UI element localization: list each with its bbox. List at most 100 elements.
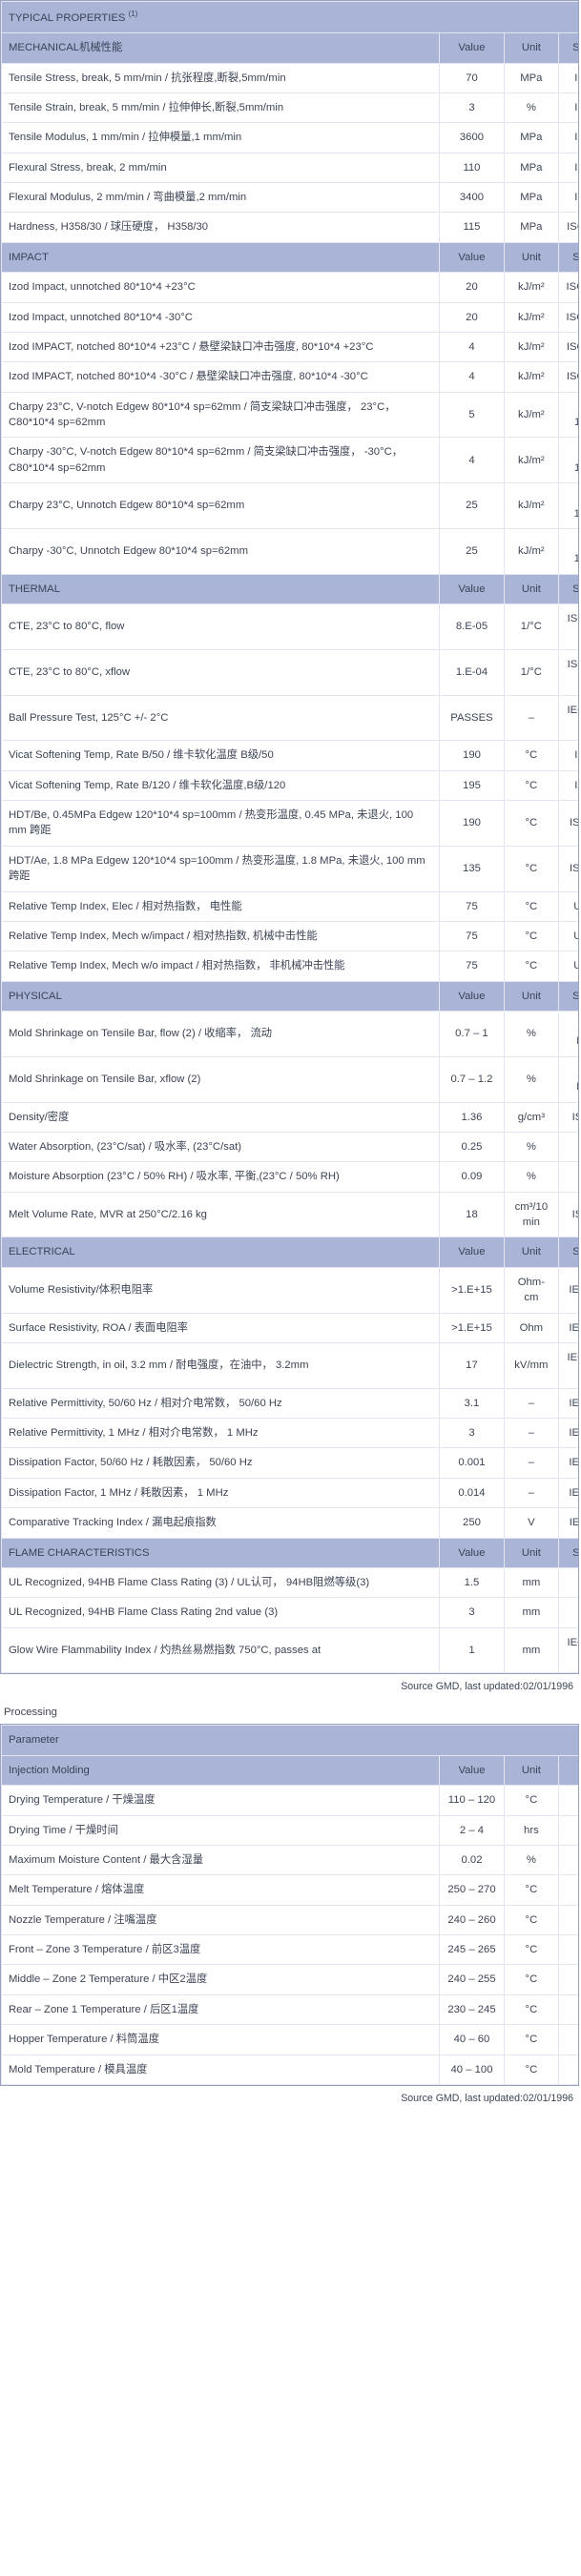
table-row: Relative Temp Index, Mech w/impact / 相对热… bbox=[1, 920, 578, 952]
column-header-unit: Unit bbox=[503, 32, 560, 64]
standard-cell: ISO 1183 bbox=[558, 1101, 578, 1133]
value-cell: 1.36 bbox=[439, 1101, 505, 1133]
section-title: IMPACT bbox=[1, 241, 441, 274]
processing-parameter-header: Parameter bbox=[1, 1725, 578, 1756]
spare-cell bbox=[558, 1814, 578, 1846]
property-cell: Flexural Stress, break, 2 mm/min bbox=[1, 152, 441, 184]
value-cell: 115 bbox=[439, 212, 505, 243]
standard-cell: ISO 62 bbox=[558, 1161, 578, 1193]
property-cell: Vicat Softening Temp, Rate B/120 / 维卡软化温… bbox=[1, 769, 441, 802]
property-cell: Relative Temp Index, Mech w/impact / 相对热… bbox=[1, 920, 441, 952]
table-row: Rear – Zone 1 Temperature / 后区1温度 230 – 2… bbox=[1, 1993, 578, 2026]
unit-cell: °C bbox=[503, 1904, 560, 1936]
value-cell: 0.25 bbox=[439, 1131, 505, 1163]
unit-cell: kJ/m² bbox=[503, 482, 560, 529]
value-cell: 190 bbox=[439, 740, 505, 771]
value-cell: 20 bbox=[439, 272, 505, 303]
property-cell: UL Recognized, 94HB Flame Class Rating 2… bbox=[1, 1597, 441, 1628]
value-cell: 1.E-04 bbox=[439, 648, 505, 696]
value-cell: 1 bbox=[439, 1626, 505, 1674]
standard-cell: ISO 180/1U bbox=[558, 272, 578, 303]
datasheet-page: TYPICAL PROPERTIES (1) MECHANICAL机械性能 Valu… bbox=[0, 0, 579, 2104]
standard-cell: IEC 60250 bbox=[558, 1477, 578, 1509]
standard-cell: SABIC Method bbox=[558, 1011, 578, 1057]
standard-cell: IEC 60243-1 bbox=[558, 1341, 578, 1389]
standard-cell: ISO 527 bbox=[558, 122, 578, 153]
unit-cell: °C bbox=[503, 1785, 560, 1816]
standard-cell: ISO 62 bbox=[558, 1131, 578, 1163]
value-cell: 40 – 100 bbox=[439, 2054, 505, 2085]
table-row: Tensile Stress, break, 5 mm/min / 抗张程度,断… bbox=[1, 62, 578, 93]
section-header-row: MECHANICAL机械性能ValueUnitStandard bbox=[1, 32, 578, 64]
section-title: THERMAL bbox=[1, 573, 441, 605]
column-header-unit: Unit bbox=[503, 573, 560, 605]
value-cell: 25 bbox=[439, 482, 505, 529]
table-row: Vicat Softening Temp, Rate B/50 / 维卡软化温度… bbox=[1, 740, 578, 771]
table-row: Charpy -30°C, Unnotch Edgew 80*10*4 sp=6… bbox=[1, 527, 578, 575]
unit-cell: °C bbox=[503, 769, 560, 802]
table-row: Drying Time / 干燥时间 2 – 4 hrs bbox=[1, 1814, 578, 1846]
unit-cell: kJ/m² bbox=[503, 361, 560, 393]
property-cell: Glow Wire Flammability Index / 灼热丝易燃指数 7… bbox=[1, 1626, 441, 1674]
value-cell: 70 bbox=[439, 62, 505, 93]
table-row: Relative Permittivity, 1 MHz / 相对介电常数， 1… bbox=[1, 1418, 578, 1449]
standard-cell: IEC 60695-2-12 bbox=[558, 1626, 578, 1674]
standard-cell: UL 94 bbox=[558, 1566, 578, 1599]
property-cell: Mold Shrinkage on Tensile Bar, xflow (2) bbox=[1, 1055, 441, 1103]
standard-cell: ISO 75/Ae bbox=[558, 845, 578, 892]
column-header-value: Value bbox=[439, 980, 505, 1012]
column-header-standard: Standard bbox=[558, 573, 578, 605]
value-cell: 110 – 120 bbox=[439, 1785, 505, 1816]
table-row: Dissipation Factor, 1 MHz / 耗散因素， 1 MHz 0… bbox=[1, 1477, 578, 1509]
unit-cell: 1/°C bbox=[503, 648, 560, 696]
spare-cell bbox=[558, 1874, 578, 1906]
unit-cell: g/cm³ bbox=[503, 1101, 560, 1133]
value-cell: 18 bbox=[439, 1191, 505, 1238]
column-header-value: Value bbox=[439, 1237, 505, 1268]
unit-cell: °C bbox=[503, 951, 560, 982]
column-header-unit: Unit bbox=[503, 980, 560, 1012]
standard-cell: IEC 60093 bbox=[558, 1266, 578, 1314]
typical-properties-frame: TYPICAL PROPERTIES (1) MECHANICAL机械性能 Valu… bbox=[0, 0, 579, 1675]
value-cell: 5 bbox=[439, 391, 505, 439]
processing-parameter-band: Parameter bbox=[1, 1725, 578, 1756]
column-header-standard: Standard bbox=[558, 1537, 578, 1568]
value-cell: 4 bbox=[439, 331, 505, 363]
table-row: Vicat Softening Temp, Rate B/120 / 维卡软化温… bbox=[1, 769, 578, 802]
standard-cell: UL 746B bbox=[558, 951, 578, 982]
property-cell: Drying Time / 干燥时间 bbox=[1, 1814, 441, 1846]
unit-cell: % bbox=[503, 1055, 560, 1103]
table-row: Nozzle Temperature / 注嘴温度 240 – 260 °C bbox=[1, 1904, 578, 1936]
property-cell: Surface Resistivity, ROA / 表面电阻率 bbox=[1, 1312, 441, 1343]
property-cell: Comparative Tracking Index / 漏电起痕指数 bbox=[1, 1507, 441, 1539]
standard-cell: ISO 180/1A bbox=[558, 361, 578, 393]
standard-cell: ISO 527 bbox=[558, 92, 578, 124]
value-cell: 25 bbox=[439, 527, 505, 575]
column-header-value: Value bbox=[439, 241, 505, 274]
unit-cell: kJ/m² bbox=[503, 391, 560, 439]
unit-cell: 1/°C bbox=[503, 603, 560, 650]
value-cell: 8.E-05 bbox=[439, 603, 505, 650]
title-superscript: (1) bbox=[128, 10, 138, 18]
standard-cell: IEC 60250 bbox=[558, 1418, 578, 1449]
value-cell: 3.1 bbox=[439, 1387, 505, 1420]
property-cell: Front – Zone 3 Temperature / 前区3温度 bbox=[1, 1934, 441, 1966]
unit-cell: % bbox=[503, 1844, 560, 1876]
column-header-unit: Unit bbox=[503, 1537, 560, 1568]
spare-cell bbox=[558, 1993, 578, 2026]
processing-group-title: Injection Molding bbox=[1, 1754, 441, 1787]
value-cell: 0.001 bbox=[439, 1447, 505, 1479]
column-header-standard: Standard bbox=[558, 32, 578, 64]
value-cell: 40 – 60 bbox=[439, 2024, 505, 2055]
table-row: Charpy 23°C, V-notch Edgew 80*10*4 sp=62… bbox=[1, 391, 578, 439]
table-row: Flexural Modulus, 2 mm/min / 弯曲模量,2 mm/m… bbox=[1, 182, 578, 214]
unit-cell: °C bbox=[503, 1964, 560, 1995]
standard-cell: UL 746B bbox=[558, 920, 578, 952]
property-cell: Flexural Modulus, 2 mm/min / 弯曲模量,2 mm/m… bbox=[1, 182, 441, 214]
unit-cell: MPa bbox=[503, 62, 560, 93]
value-cell: 250 – 270 bbox=[439, 1874, 505, 1906]
table-row: Maximum Moisture Content / 最大含湿量 0.02% bbox=[1, 1844, 578, 1876]
property-cell: CTE, 23°C to 80°C, xflow bbox=[1, 648, 441, 696]
spare-cell bbox=[558, 2054, 578, 2085]
